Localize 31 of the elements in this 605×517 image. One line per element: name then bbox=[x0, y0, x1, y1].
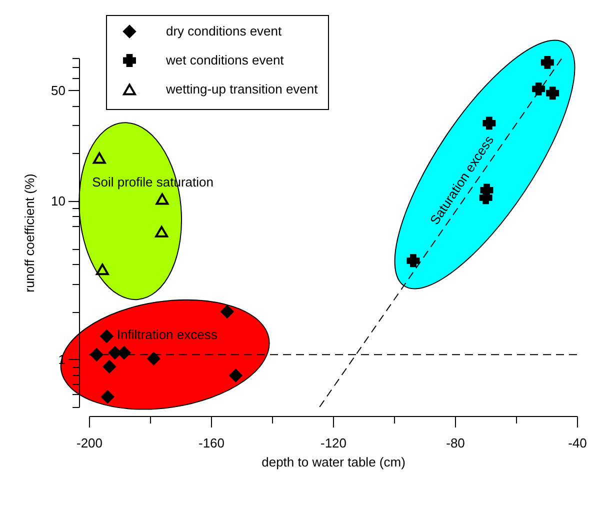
legend-label: wetting-up transition event bbox=[165, 82, 318, 96]
point bbox=[229, 369, 242, 382]
y-axis-title: runoff coefficient (%) bbox=[22, 174, 38, 292]
point bbox=[100, 330, 114, 343]
x-tick-label: -40 bbox=[568, 436, 587, 450]
x-tick-label: -80 bbox=[446, 436, 465, 450]
x-tick-label: -200 bbox=[76, 436, 103, 450]
point bbox=[546, 86, 560, 100]
point bbox=[156, 193, 169, 205]
point bbox=[147, 352, 160, 366]
point bbox=[92, 152, 106, 164]
point bbox=[540, 56, 554, 69]
point bbox=[532, 82, 546, 96]
annotation: Infiltration excess bbox=[116, 326, 218, 342]
point bbox=[102, 360, 116, 374]
point bbox=[155, 226, 168, 238]
point bbox=[90, 348, 104, 362]
point bbox=[220, 305, 234, 318]
legend-label: dry conditions event bbox=[166, 24, 282, 38]
y-tick-label: 50 bbox=[51, 82, 66, 98]
point bbox=[118, 346, 131, 360]
x-axis-title: depth to water table (cm) bbox=[262, 454, 406, 470]
x-tick-label: -120 bbox=[320, 436, 347, 450]
legend-label: wet conditions event bbox=[165, 52, 284, 68]
point bbox=[406, 254, 420, 268]
x-tick-label: -160 bbox=[198, 436, 225, 450]
point bbox=[479, 191, 492, 204]
point bbox=[96, 264, 109, 276]
point bbox=[101, 390, 114, 404]
y-tick-label: 10 bbox=[51, 193, 66, 208]
point bbox=[482, 116, 496, 130]
